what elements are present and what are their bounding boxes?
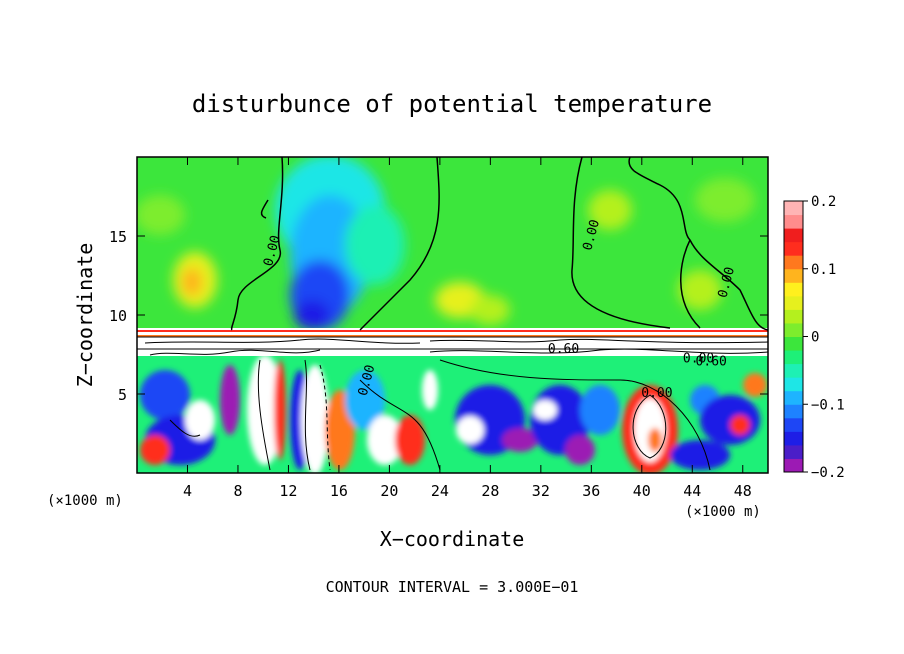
x-tick-label: 40 — [633, 482, 651, 500]
x-axis-label: X−coordinate — [380, 527, 525, 551]
colorbar-cell — [784, 295, 803, 310]
x-tick-label: 12 — [279, 482, 297, 500]
colorbar: 0.2 0.1 0 −0.1 −0.2 — [783, 194, 845, 481]
upper-blobs — [137, 157, 755, 330]
x-tick-label: 48 — [734, 482, 752, 500]
x-axis: 4 8 12 16 20 24 28 32 36 40 44 48 — [183, 157, 752, 500]
heatmap-field — [137, 157, 768, 473]
colorbar-ticks: 0.2 0.1 0 −0.1 −0.2 — [803, 194, 845, 481]
colorbar-cell — [784, 350, 803, 365]
y-axis-label: Z−coordinate — [73, 243, 97, 388]
colorbar-cell — [784, 336, 803, 351]
x-tick-label: 28 — [481, 482, 499, 500]
colorbar-cell — [784, 282, 803, 297]
colorbar-cell — [784, 241, 803, 256]
y-tick-label: 5 — [118, 386, 127, 404]
x-tick-label: 32 — [532, 482, 550, 500]
x-tick-label: 44 — [683, 482, 701, 500]
x-tick-label: 8 — [233, 482, 242, 500]
x-unit-left: (×1000 m) — [47, 493, 123, 509]
colorbar-cell — [784, 228, 803, 243]
colorbar-cell — [784, 377, 803, 392]
colorbar-cell — [784, 309, 803, 324]
colorbar-cell — [784, 214, 803, 229]
x-unit-right: (×1000 m) — [685, 504, 761, 520]
colorbar-tick-label: 0 — [811, 330, 819, 346]
colorbar-cell — [784, 201, 803, 216]
colorbar-cell — [784, 417, 803, 432]
colorbar-cell — [784, 458, 803, 473]
x-tick-label: 36 — [582, 482, 600, 500]
colorbar-cell — [784, 431, 803, 446]
colorbar-cell — [784, 404, 803, 419]
colorbar-cell — [784, 363, 803, 378]
contour-label: 0.00 — [641, 386, 672, 401]
colorbar-tick-label: 0.1 — [811, 262, 836, 278]
colorbar-tick-label: −0.1 — [811, 397, 845, 413]
x-tick-label: 24 — [431, 482, 449, 500]
colorbar-cell — [784, 255, 803, 270]
zero-contours — [230, 157, 768, 331]
chart-title: disturbunce of potential temperature — [192, 90, 712, 118]
y-tick-label: 15 — [109, 228, 127, 246]
boundary-contours — [137, 336, 768, 471]
y-axis: 5 10 15 — [109, 228, 768, 404]
colorbar-cell — [784, 390, 803, 405]
colorbar-cell — [784, 268, 803, 283]
x-tick-label: 4 — [183, 482, 192, 500]
colorbar-cell — [784, 322, 803, 337]
contour-label: 0.60 — [548, 342, 579, 357]
colorbar-tick-label: −0.2 — [811, 465, 845, 481]
colorbar-cells — [784, 201, 803, 473]
colorbar-tick-label: 0.2 — [811, 194, 836, 210]
colorbar-cell — [784, 444, 803, 459]
contour-interval-note: CONTOUR INTERVAL = 3.000E−01 — [326, 578, 579, 596]
x-tick-label: 16 — [330, 482, 348, 500]
contour-label: 0.60 — [696, 355, 727, 370]
x-tick-label: 20 — [380, 482, 398, 500]
contour-label: 0.00 — [683, 351, 714, 366]
plot-area: 0.00 0.000.000.00 0.000.000.600.60 — [136, 156, 769, 474]
lower-blobs — [140, 355, 767, 473]
y-tick-label: 10 — [109, 307, 127, 325]
